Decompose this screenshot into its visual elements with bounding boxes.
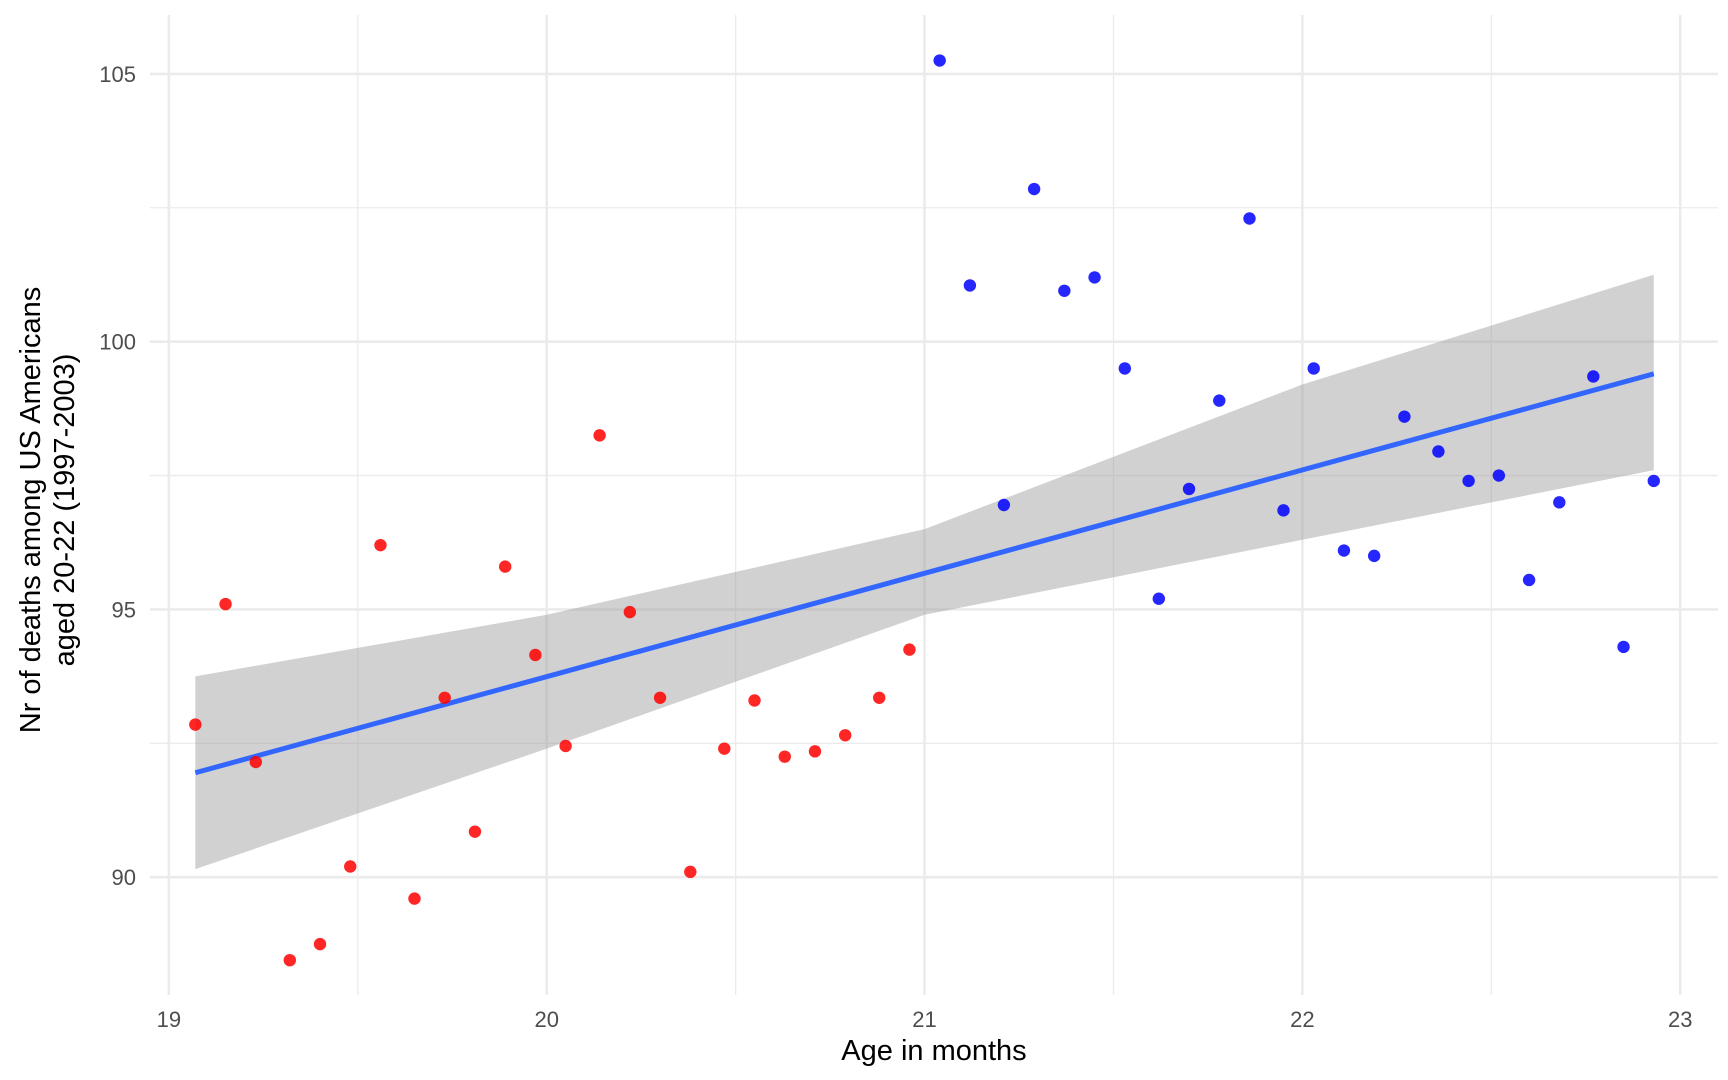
blue-data-point bbox=[1213, 394, 1226, 407]
minor-gridlines bbox=[150, 15, 1718, 995]
y-tick-label: 90 bbox=[112, 865, 136, 890]
x-axis-title: Age in months bbox=[841, 1035, 1026, 1067]
red-data-point bbox=[313, 937, 327, 951]
blue-data-point bbox=[1432, 445, 1445, 458]
blue-data-point bbox=[1492, 469, 1506, 482]
red-data-point bbox=[684, 865, 697, 879]
data-points bbox=[189, 54, 1660, 967]
red-data-point bbox=[468, 825, 482, 838]
red-data-point bbox=[374, 538, 387, 552]
blue-data-point bbox=[1398, 410, 1411, 423]
red-data-point bbox=[408, 892, 421, 905]
red-data-point bbox=[873, 691, 886, 704]
blue-data-point bbox=[1617, 640, 1630, 654]
blue-data-point bbox=[1647, 474, 1660, 488]
red-data-point bbox=[839, 729, 852, 742]
x-tick-label: 20 bbox=[534, 1007, 558, 1032]
red-data-point bbox=[593, 429, 606, 442]
red-data-point bbox=[249, 755, 262, 769]
y-axis-title-line-1: Nr of deaths among US Americans bbox=[15, 287, 47, 733]
x-tick-label: 19 bbox=[157, 1007, 181, 1032]
blue-data-point bbox=[1367, 549, 1381, 563]
blue-data-point bbox=[1522, 573, 1536, 587]
blue-data-point bbox=[1462, 474, 1475, 488]
blue-data-point bbox=[1058, 284, 1071, 297]
blue-data-point bbox=[1088, 271, 1101, 284]
blue-data-point bbox=[1277, 504, 1290, 517]
red-data-point bbox=[559, 739, 572, 753]
y-axis-tick-labels: 90 95 100 105 bbox=[99, 62, 136, 890]
red-data-point bbox=[283, 953, 296, 967]
red-data-point bbox=[808, 745, 822, 758]
x-tick-label: 23 bbox=[1668, 1007, 1692, 1032]
major-gridlines bbox=[150, 15, 1718, 995]
blue-data-point bbox=[997, 498, 1011, 512]
red-data-point bbox=[903, 643, 916, 656]
y-tick-label: 105 bbox=[99, 62, 136, 87]
red-data-point bbox=[718, 742, 731, 755]
y-tick-label: 95 bbox=[112, 597, 136, 622]
regression-line bbox=[194, 371, 1655, 776]
red-data-point bbox=[529, 648, 542, 662]
red-data-point bbox=[748, 694, 761, 707]
blue-data-point bbox=[1587, 370, 1600, 383]
red-data-point bbox=[219, 597, 232, 611]
x-axis-tick-labels: 19 20 21 22 23 bbox=[157, 1007, 1693, 1032]
blue-data-point bbox=[933, 54, 946, 67]
x-tick-label: 21 bbox=[912, 1007, 936, 1032]
y-tick-label: 100 bbox=[99, 330, 136, 355]
blue-data-point bbox=[1553, 496, 1566, 509]
red-data-point bbox=[344, 860, 357, 873]
blue-data-point bbox=[1182, 482, 1196, 496]
blue-data-point bbox=[1027, 182, 1041, 196]
red-data-point bbox=[498, 560, 512, 573]
red-data-point bbox=[438, 691, 451, 704]
blue-data-point bbox=[1243, 212, 1256, 225]
red-data-point bbox=[189, 718, 202, 731]
blue-data-point bbox=[1118, 362, 1132, 375]
red-data-point bbox=[623, 605, 637, 619]
blue-data-point bbox=[1337, 544, 1351, 557]
y-axis-title-line-2: aged 20-22 (1997-2003) bbox=[49, 354, 81, 667]
blue-data-point bbox=[1152, 592, 1166, 605]
x-tick-label: 22 bbox=[1290, 1007, 1314, 1032]
red-data-point bbox=[778, 750, 791, 763]
regression-line-layer bbox=[194, 371, 1655, 776]
blue-data-point bbox=[1307, 362, 1320, 375]
blue-data-point bbox=[963, 279, 977, 292]
red-data-point bbox=[653, 691, 667, 704]
